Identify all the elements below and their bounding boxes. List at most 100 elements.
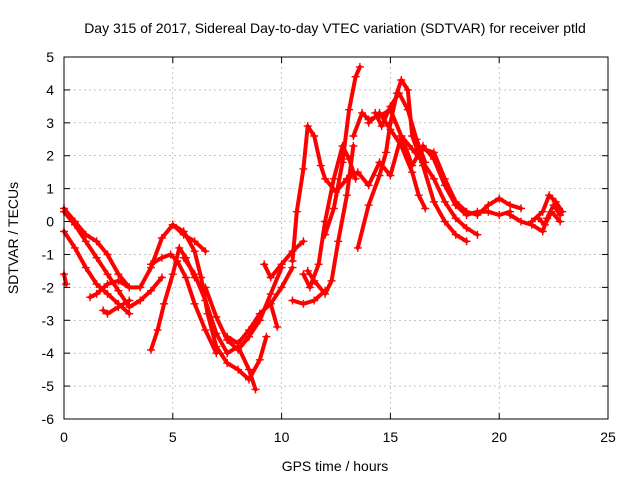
series-trace — [262, 239, 306, 280]
data-point — [429, 174, 438, 183]
data-point — [179, 227, 188, 236]
data-point — [408, 168, 417, 177]
data-point — [136, 296, 145, 305]
y-tick-label: 0 — [46, 214, 54, 230]
data-point — [321, 289, 330, 298]
data-point — [103, 270, 112, 279]
data-point — [81, 237, 90, 246]
data-point — [114, 286, 123, 295]
data-point — [190, 299, 199, 308]
data-point — [556, 217, 565, 226]
data-point — [103, 280, 112, 289]
data-point — [517, 204, 525, 213]
data-point — [255, 355, 264, 364]
data-point — [147, 260, 155, 269]
data-point — [273, 322, 282, 331]
data-point — [251, 385, 260, 394]
series-track-15 — [288, 286, 330, 308]
data-point — [103, 250, 112, 259]
y-tick-label: -1 — [42, 246, 55, 262]
data-point — [190, 270, 199, 279]
data-point — [349, 132, 358, 140]
data-point — [262, 332, 271, 341]
data-point — [386, 102, 395, 111]
data-point — [440, 197, 449, 206]
data-point — [386, 171, 395, 180]
data-point — [201, 283, 210, 292]
data-point — [395, 89, 404, 98]
data-point — [506, 211, 515, 219]
data-point — [440, 174, 449, 183]
x-tick-label: 5 — [169, 429, 177, 445]
data-point — [495, 211, 504, 219]
data-point — [234, 339, 243, 348]
data-point — [147, 345, 155, 354]
y-axis-label: SDTVAR / TECUs — [5, 182, 21, 294]
axes: 0 5 10 15 20 25 -6 -5 -4 -3 -2 -1 0 1 2 3 4 5 — [42, 49, 616, 445]
data-point — [534, 214, 543, 223]
data-point — [212, 342, 221, 351]
data-point — [103, 309, 112, 318]
data-point — [201, 247, 210, 256]
data-point — [173, 257, 182, 265]
data-point — [303, 122, 312, 131]
series-track-4 — [60, 270, 71, 289]
y-tick-label: -3 — [42, 312, 55, 328]
data-point — [147, 286, 155, 295]
data-point — [538, 227, 547, 236]
data-point — [166, 250, 175, 259]
data-point — [451, 214, 460, 223]
data-point — [342, 191, 351, 200]
data-point — [329, 174, 338, 183]
y-tick-label: -5 — [42, 378, 55, 394]
data-point — [277, 260, 286, 269]
data-point — [310, 296, 319, 305]
data-point — [157, 273, 166, 282]
y-tick-label: -4 — [42, 345, 55, 361]
data-point — [551, 197, 560, 206]
series-track-25 — [419, 145, 525, 219]
series-trace — [536, 209, 563, 227]
series-track-28 — [534, 207, 565, 229]
series-track-16 — [288, 122, 351, 265]
x-tick-label: 15 — [383, 429, 399, 445]
data-point — [364, 181, 373, 190]
data-point — [223, 332, 232, 341]
data-point — [375, 171, 384, 180]
data-point — [412, 135, 421, 144]
data-point — [321, 174, 330, 183]
data-point — [540, 220, 549, 229]
data-point — [234, 365, 243, 374]
series-trace — [290, 288, 328, 306]
data-point — [506, 201, 515, 210]
data-point — [462, 237, 471, 246]
series-trace — [101, 298, 132, 316]
y-tick-label: -2 — [42, 279, 55, 295]
data-point — [92, 253, 101, 262]
series-trace — [62, 206, 208, 290]
data-point — [334, 237, 343, 246]
data-point — [327, 276, 336, 285]
data-point — [125, 283, 134, 292]
data-point — [329, 204, 338, 213]
data-point — [355, 62, 364, 71]
data-point — [212, 313, 221, 321]
data-point — [349, 141, 358, 150]
data-point — [70, 220, 79, 229]
data-point — [345, 155, 354, 163]
data-point — [255, 309, 264, 318]
data-point — [558, 207, 567, 216]
data-point — [382, 148, 390, 157]
data-point — [403, 105, 412, 114]
data-point — [136, 283, 145, 292]
data-point — [223, 349, 232, 358]
data-point — [168, 270, 177, 279]
data-point — [429, 197, 438, 206]
data-point — [260, 260, 269, 269]
data-point — [245, 365, 253, 374]
data-point — [92, 280, 101, 289]
series-track-10 — [179, 253, 260, 394]
series-track-8 — [147, 250, 221, 358]
data-point — [547, 207, 556, 216]
data-point — [153, 326, 162, 335]
